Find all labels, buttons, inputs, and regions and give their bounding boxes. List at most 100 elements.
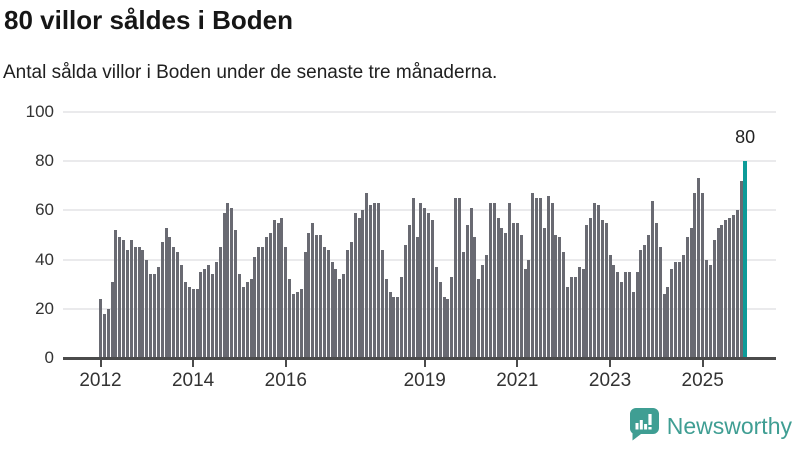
bar <box>319 235 323 358</box>
bar <box>639 249 643 358</box>
y-axis-label-60: 60 <box>35 200 54 220</box>
bar <box>295 291 299 358</box>
bar <box>137 247 141 358</box>
bar <box>577 266 581 358</box>
bar <box>681 254 685 358</box>
bar <box>612 264 616 358</box>
bar <box>585 225 589 358</box>
bar <box>654 222 658 358</box>
bar <box>353 212 357 358</box>
bar <box>126 249 130 358</box>
bar <box>616 271 620 358</box>
bar <box>322 247 326 358</box>
bar <box>604 222 608 358</box>
bar <box>658 247 662 358</box>
bar <box>647 235 651 358</box>
bar <box>253 257 257 358</box>
bar <box>631 291 635 358</box>
bar <box>423 207 427 358</box>
bar <box>430 220 434 358</box>
bar <box>342 274 346 358</box>
bar <box>369 205 373 358</box>
bar <box>245 281 249 358</box>
bar <box>662 294 666 358</box>
last-value-annotation: 80 <box>735 127 756 147</box>
bar <box>203 269 207 358</box>
bar <box>542 227 546 358</box>
bar <box>222 212 226 358</box>
bar <box>535 198 539 358</box>
bar <box>712 239 716 358</box>
x-axis-line <box>63 357 776 360</box>
bar <box>539 198 543 358</box>
bar <box>400 276 404 358</box>
bar <box>504 232 508 358</box>
bar <box>110 281 114 358</box>
newsworthy-bubble-chart-icon <box>628 407 660 446</box>
chart-subtitle: Antal sålda villor i Boden under de sena… <box>3 62 498 83</box>
bar <box>716 227 720 358</box>
newsworthy-logo-text: Newsworthy <box>666 413 792 439</box>
x-axis-label-2016: 2016 <box>264 370 307 391</box>
bar <box>392 296 396 358</box>
bar <box>546 195 550 358</box>
x-axis-label-2012: 2012 <box>79 370 122 391</box>
bar <box>434 266 438 358</box>
bar <box>739 180 743 358</box>
y-axis-label-20: 20 <box>35 298 54 318</box>
bar <box>303 252 307 358</box>
bar <box>99 298 102 358</box>
bar <box>469 207 473 358</box>
bar <box>596 205 600 358</box>
bar <box>315 235 319 358</box>
bar <box>508 203 512 358</box>
bar <box>403 244 407 358</box>
bar <box>153 274 157 358</box>
bar <box>461 252 465 358</box>
bar <box>272 220 276 358</box>
bar <box>728 217 732 358</box>
bar <box>396 296 400 358</box>
bar <box>674 262 678 358</box>
page-title: 80 villor såldes i Boden <box>4 5 293 35</box>
bar <box>307 232 311 358</box>
bar <box>176 252 180 358</box>
bar <box>496 217 500 358</box>
bar <box>183 281 187 358</box>
bar <box>292 294 295 358</box>
bar <box>708 264 712 358</box>
bar <box>732 215 736 358</box>
bar <box>515 222 519 358</box>
bar <box>349 242 353 358</box>
bar <box>214 262 218 358</box>
bar <box>168 237 172 358</box>
bar <box>488 203 492 358</box>
x-tick-2016 <box>284 360 287 367</box>
bar <box>102 313 106 358</box>
bar <box>500 227 504 358</box>
bar <box>280 217 284 358</box>
bar <box>380 249 384 358</box>
bar <box>330 262 334 358</box>
gridline-y-100 <box>63 111 776 113</box>
bar <box>384 279 388 358</box>
bar <box>141 249 145 358</box>
bar <box>589 217 593 358</box>
bar <box>485 254 488 358</box>
bar <box>562 252 566 358</box>
bar <box>187 286 191 358</box>
bar <box>276 222 280 358</box>
bar <box>465 225 469 358</box>
bar <box>581 269 585 358</box>
bar <box>689 227 693 358</box>
newsworthy-logo[interactable]: Newsworthy <box>628 407 792 446</box>
bar <box>446 298 450 358</box>
bar <box>218 247 222 358</box>
bar <box>442 296 446 358</box>
bar <box>241 286 245 358</box>
bar <box>237 274 241 358</box>
bar <box>527 259 531 358</box>
bar <box>554 235 558 358</box>
bar <box>438 281 442 358</box>
